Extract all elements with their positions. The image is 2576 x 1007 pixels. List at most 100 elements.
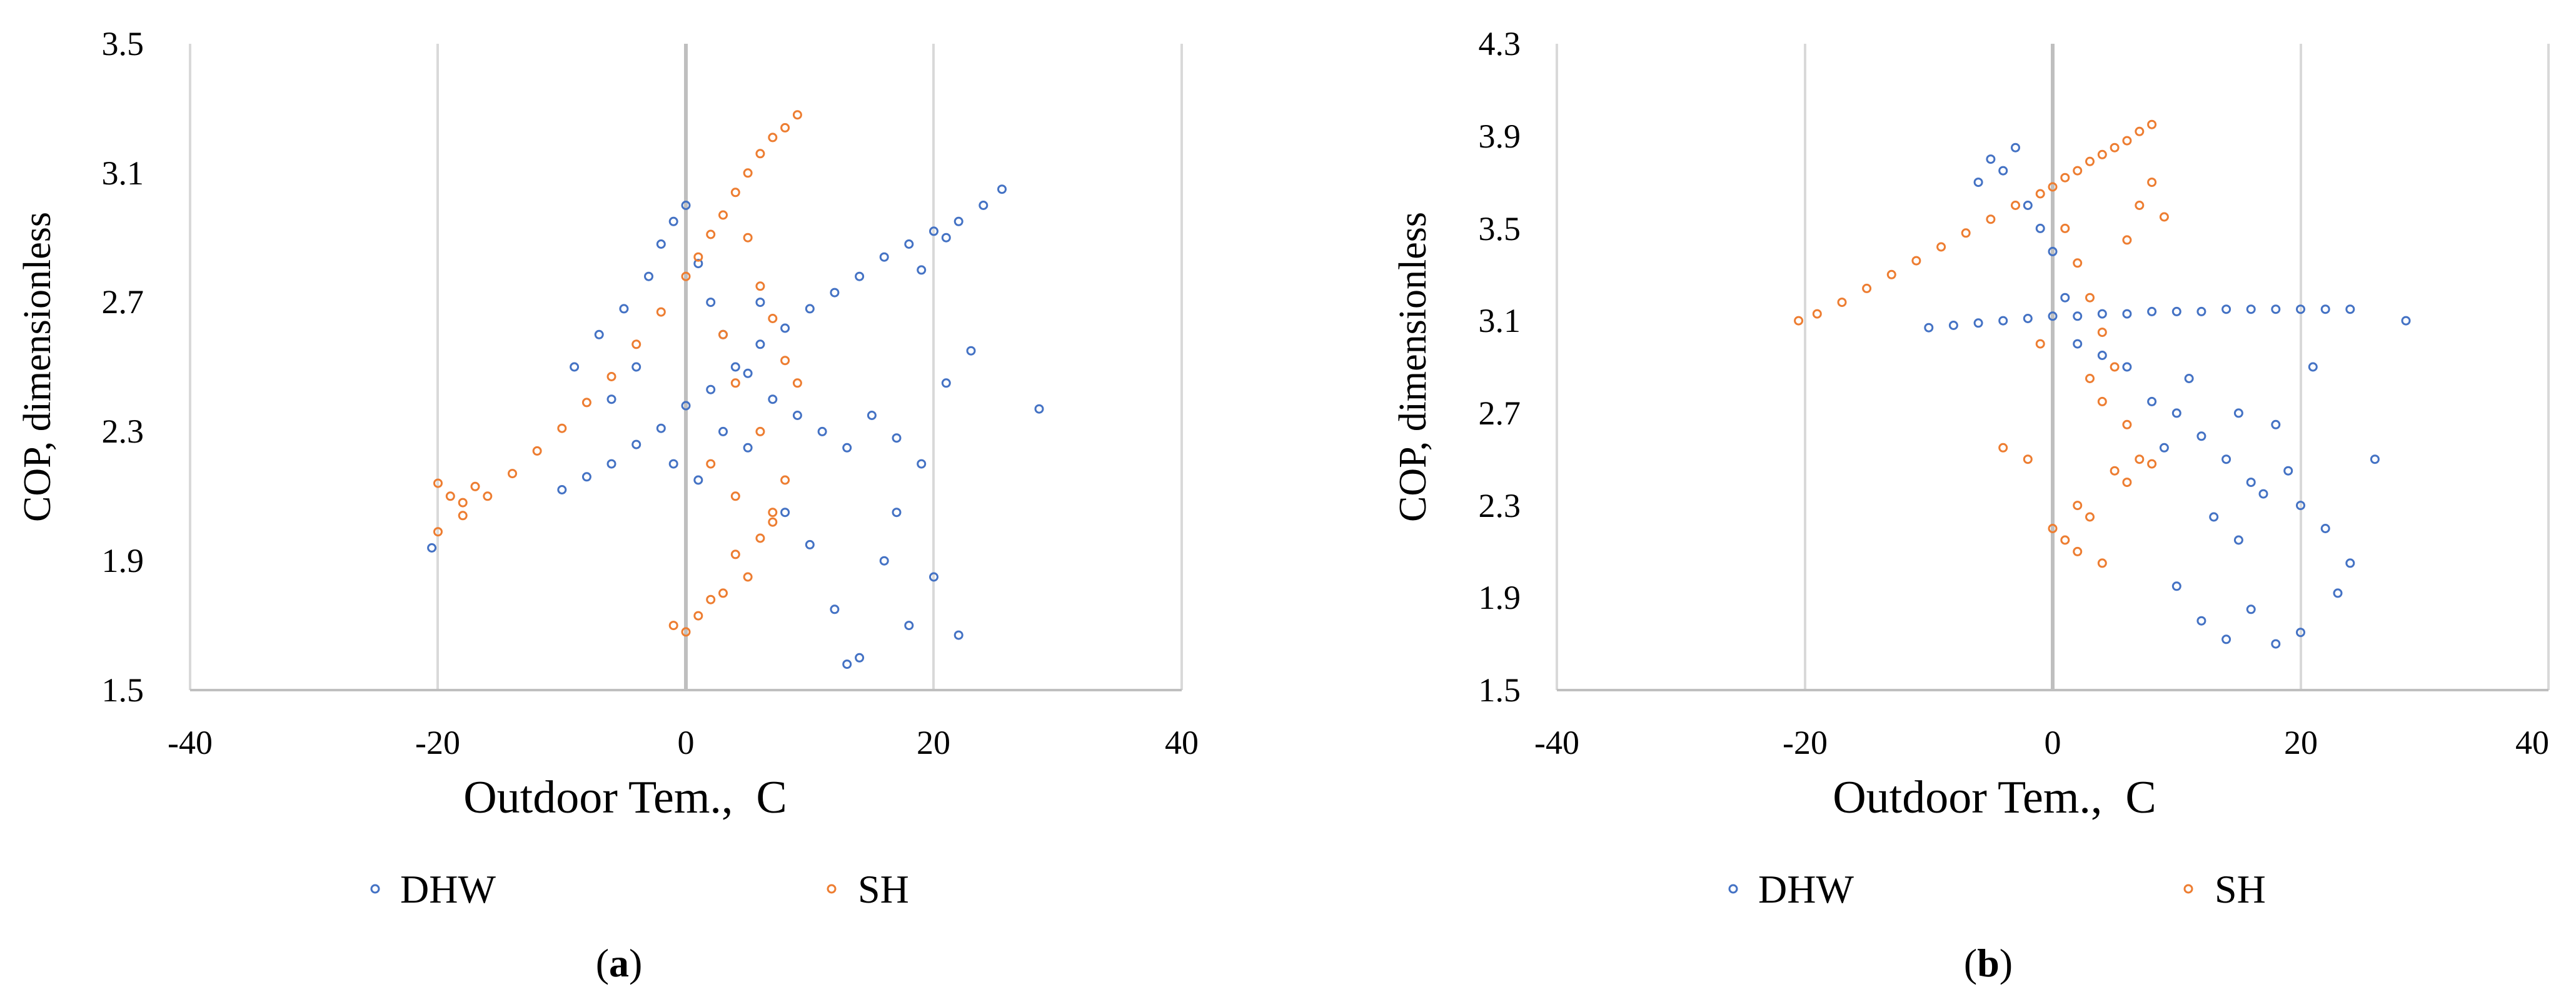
scatter-point-dhw-28 bbox=[2097, 351, 2107, 360]
scatter-point-sh-10 bbox=[2035, 189, 2045, 199]
legend-label-DHW: DHW bbox=[400, 867, 496, 911]
scatter-point-sh-15 bbox=[693, 252, 703, 262]
scatter-point-sh-6 bbox=[483, 491, 493, 501]
scatter-point-sh-21 bbox=[768, 133, 778, 143]
scatter-point-sh-31 bbox=[706, 459, 716, 469]
panel-caption-a: (a) bbox=[596, 941, 643, 985]
scatter-point-sh-20 bbox=[755, 149, 765, 159]
scatter-point-sh-6 bbox=[1936, 242, 1946, 252]
scatter-point-dhw-3 bbox=[1998, 316, 2008, 326]
scatter-point-sh-34 bbox=[768, 508, 778, 518]
scatter-point-dhw-24 bbox=[656, 239, 666, 249]
scatter-point-sh-30 bbox=[730, 378, 740, 388]
scatter-point-dhw-3 bbox=[606, 459, 616, 469]
scatter-point-sh-25 bbox=[755, 281, 765, 291]
chart-panel-b: 1.5 1.9 2.3 2.7 3.1 3.5 3.9 4.3 -40 -20 … bbox=[1392, 25, 2550, 985]
scatter-point-sh-26 bbox=[2135, 201, 2145, 210]
scatter-point-sh-42 bbox=[693, 611, 703, 621]
scatter-point-dhw-0 bbox=[1924, 323, 1934, 333]
scatter-point-dhw-39 bbox=[966, 346, 976, 356]
scatter-point-dhw-31 bbox=[2171, 408, 2181, 418]
scatter-point-dhw-10 bbox=[780, 323, 790, 333]
scatter-point-sh-42 bbox=[2097, 558, 2107, 568]
scatter-point-dhw-6 bbox=[2073, 311, 2083, 321]
scatter-point-sh-2 bbox=[458, 498, 468, 508]
x-axis-title: Outdoor Tem., C bbox=[1833, 772, 2156, 823]
scatter-point-dhw-25 bbox=[2048, 246, 2058, 256]
y-tick-label: 1.5 bbox=[1479, 671, 1521, 709]
scatter-point-sh-7 bbox=[1961, 228, 1971, 238]
legend-label-DHW: DHW bbox=[1758, 867, 1854, 911]
scatter-point-dhw-40 bbox=[2171, 581, 2181, 591]
scatter-point-sh-28 bbox=[2159, 212, 2169, 222]
scatter-point-sh-3 bbox=[470, 481, 480, 491]
scatter-point-dhw-44 bbox=[855, 653, 865, 663]
scatter-point-dhw-7 bbox=[2097, 309, 2107, 319]
y-tick-label: 3.9 bbox=[1479, 118, 1521, 155]
scatter-point-dhw-9 bbox=[755, 339, 765, 349]
chart-panel-a: 1.5 1.9 2.3 2.7 3.1 3.5 -40 -20 0 20 40 … bbox=[16, 25, 1199, 985]
scatter-points-b bbox=[1794, 119, 2411, 649]
scatter-point-dhw-22 bbox=[619, 304, 629, 314]
scatter-point-dhw-47 bbox=[2233, 535, 2243, 545]
scatter-point-sh-44 bbox=[2085, 374, 2095, 383]
x-tick-label: -40 bbox=[1534, 724, 1579, 761]
scatter-point-dhw-18 bbox=[979, 201, 989, 210]
scatter-point-dhw-2 bbox=[1973, 318, 1983, 328]
scatter-point-sh-9 bbox=[2011, 201, 2020, 210]
scatter-point-sh-33 bbox=[2073, 546, 2083, 556]
scatter-point-sh-13 bbox=[656, 307, 666, 317]
scatter-point-sh-29 bbox=[718, 329, 728, 339]
scatter-point-sh-10 bbox=[581, 398, 591, 408]
scatter-point-dhw-6 bbox=[681, 401, 691, 411]
scatter-point-dhw-41 bbox=[780, 508, 790, 518]
scatter-point-dhw-25 bbox=[668, 216, 678, 226]
scatter-point-dhw-20 bbox=[570, 362, 580, 372]
y-tick-label: 1.5 bbox=[102, 671, 144, 709]
scatter-point-dhw-46 bbox=[2209, 512, 2219, 522]
scatter-point-dhw-38 bbox=[941, 378, 951, 388]
scatter-point-dhw-5 bbox=[656, 423, 666, 433]
scatter-point-dhw-44 bbox=[2271, 639, 2281, 649]
scatter-point-dhw-34 bbox=[2246, 478, 2256, 488]
scatter-point-sh-31 bbox=[2048, 524, 2058, 533]
scatter-point-sh-7 bbox=[508, 469, 517, 479]
y-axis-title: COP, dimensionless bbox=[1392, 212, 1434, 522]
x-tick-label: -20 bbox=[415, 724, 460, 761]
scatter-point-dhw-13 bbox=[855, 271, 865, 281]
scatter-point-dhw-56 bbox=[917, 265, 927, 275]
scatter-point-sh-27 bbox=[2147, 178, 2157, 188]
scatter-point-dhw-5 bbox=[2048, 311, 2058, 321]
scatter-point-sh-32 bbox=[730, 491, 740, 501]
scatter-point-sh-22 bbox=[2085, 293, 2095, 303]
scatter-point-dhw-57 bbox=[606, 394, 616, 404]
y-tick-label: 2.3 bbox=[102, 413, 144, 450]
scatter-point-dhw-36 bbox=[2296, 501, 2305, 511]
scatter-point-sh-38 bbox=[755, 533, 765, 543]
scatter-point-sh-35 bbox=[718, 588, 728, 598]
scatter-point-sh-8 bbox=[1986, 214, 1996, 224]
scatter-point-dhw-7 bbox=[706, 384, 716, 394]
scatter-point-sh-28 bbox=[792, 378, 802, 388]
scatter-point-dhw-35 bbox=[2271, 419, 2281, 429]
scatter-point-dhw-4 bbox=[2023, 314, 2033, 323]
scatter-point-dhw-18 bbox=[2401, 316, 2411, 326]
scatter-point-dhw-15 bbox=[2296, 304, 2305, 314]
scatter-point-sh-22 bbox=[780, 123, 790, 133]
scatter-point-sh-40 bbox=[1998, 443, 2008, 453]
scatter-point-dhw-53 bbox=[2233, 408, 2243, 418]
scatter-point-dhw-20 bbox=[1986, 154, 1996, 164]
scatter-point-sh-21 bbox=[2073, 258, 2083, 268]
scatter-point-sh-5 bbox=[458, 511, 468, 521]
scatter-point-sh-0 bbox=[433, 478, 443, 488]
scatter-point-sh-8 bbox=[532, 446, 542, 456]
scatter-point-dhw-53 bbox=[842, 659, 852, 669]
scatter-point-dhw-19 bbox=[997, 184, 1007, 194]
scatter-point-dhw-34 bbox=[842, 443, 852, 453]
scatter-point-sh-36 bbox=[2110, 466, 2120, 476]
scatter-point-dhw-12 bbox=[2221, 304, 2231, 314]
scatter-point-sh-27 bbox=[780, 356, 790, 366]
y-tick-label: 2.7 bbox=[1479, 394, 1521, 432]
x-tick-label: 0 bbox=[678, 724, 695, 761]
y-tick-label: 1.9 bbox=[102, 542, 144, 579]
